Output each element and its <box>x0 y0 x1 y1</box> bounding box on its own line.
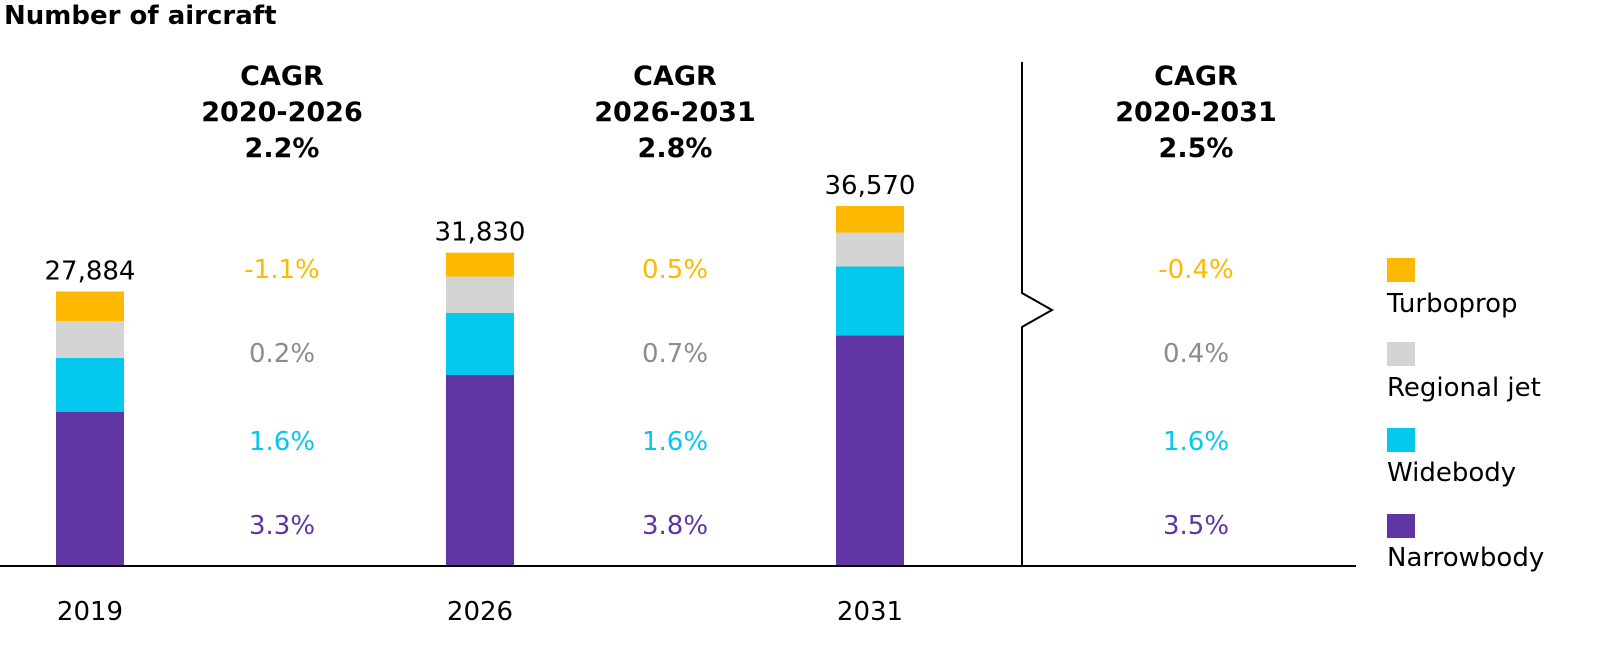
bar-regional-jet-2019 <box>56 321 124 358</box>
bar-turboprop-2031 <box>836 206 904 233</box>
cagr-rate-turboprop-1: 0.5% <box>642 255 708 285</box>
legend: Turboprop Regional jet Widebody Narrowbody <box>1386 258 1544 573</box>
legend-swatch-turboprop <box>1387 258 1415 282</box>
cagr-rate-narrowbody-0: 3.3% <box>249 511 315 541</box>
cagr-rate-regional-jet-0: 0.2% <box>249 339 315 369</box>
legend-label-widebody: Widebody <box>1387 458 1516 488</box>
legend-label-narrowbody: Narrowbody <box>1387 543 1544 573</box>
total-label-2031: 36,570 <box>825 171 916 201</box>
legend-swatch-widebody <box>1387 428 1415 452</box>
bar-turboprop-2019 <box>56 291 124 322</box>
cagr-heading-2-line-2: 2.5% <box>1159 133 1234 164</box>
legend-label-regional-jet: Regional jet <box>1387 373 1541 403</box>
bar-narrowbody-2026 <box>446 375 514 566</box>
cagr-rate-widebody-1: 1.6% <box>642 427 708 457</box>
total-label-2019: 27,884 <box>45 257 136 287</box>
bar-narrowbody-2031 <box>836 335 904 566</box>
bar-regional-jet-2026 <box>446 276 514 314</box>
chart-title: Number of aircraft <box>4 1 277 31</box>
bar-narrowbody-2019 <box>56 411 124 566</box>
x-tick-label-2031: 2031 <box>837 597 903 627</box>
cagr-heading-0-line-2: 2.2% <box>245 133 320 164</box>
legend-label-turboprop: Turboprop <box>1386 289 1518 319</box>
cagr-heading-1-line-2: 2.8% <box>638 133 713 164</box>
cagr-group: CAGR 2020-2026 2.2% -1.1% 0.2% 1.6% 3.3% CAGR 20… <box>201 61 1277 541</box>
cagr-rate-narrowbody-1: 3.8% <box>642 511 708 541</box>
cagr-rate-turboprop-0: -1.1% <box>244 255 319 285</box>
cagr-rate-widebody-0: 1.6% <box>249 427 315 457</box>
cagr-heading-2-line-1: 2020-2031 <box>1115 97 1277 128</box>
cagr-heading-0-line-0: CAGR <box>240 61 324 92</box>
cagr-rate-narrowbody-2: 3.5% <box>1163 511 1229 541</box>
cagr-heading-1-line-1: 2026-2031 <box>594 97 756 128</box>
cagr-heading-0-line-1: 2020-2026 <box>201 97 363 128</box>
bar-widebody-2031 <box>836 266 904 336</box>
legend-swatch-regional-jet <box>1387 342 1415 366</box>
total-label-2026: 31,830 <box>435 218 526 248</box>
bars-group <box>56 206 904 566</box>
bar-widebody-2026 <box>446 313 514 376</box>
x-tick-label-2019: 2019 <box>57 597 123 627</box>
bar-regional-jet-2031 <box>836 232 904 267</box>
labels-group: 27,884 2019 31,830 2026 36,570 2031 <box>45 171 916 627</box>
x-tick-label-2026: 2026 <box>447 597 513 627</box>
cagr-rate-regional-jet-1: 0.7% <box>642 339 708 369</box>
cagr-rate-widebody-2: 1.6% <box>1163 427 1229 457</box>
axis-break-divider <box>1021 62 1055 566</box>
cagr-rate-regional-jet-2: 0.4% <box>1163 339 1229 369</box>
cagr-heading-2-line-0: CAGR <box>1154 61 1238 92</box>
cagr-rate-turboprop-2: -0.4% <box>1158 255 1233 285</box>
cagr-heading-1-line-0: CAGR <box>633 61 717 92</box>
legend-swatch-narrowbody <box>1387 514 1415 538</box>
bar-widebody-2019 <box>56 357 124 412</box>
bar-turboprop-2026 <box>446 252 514 277</box>
